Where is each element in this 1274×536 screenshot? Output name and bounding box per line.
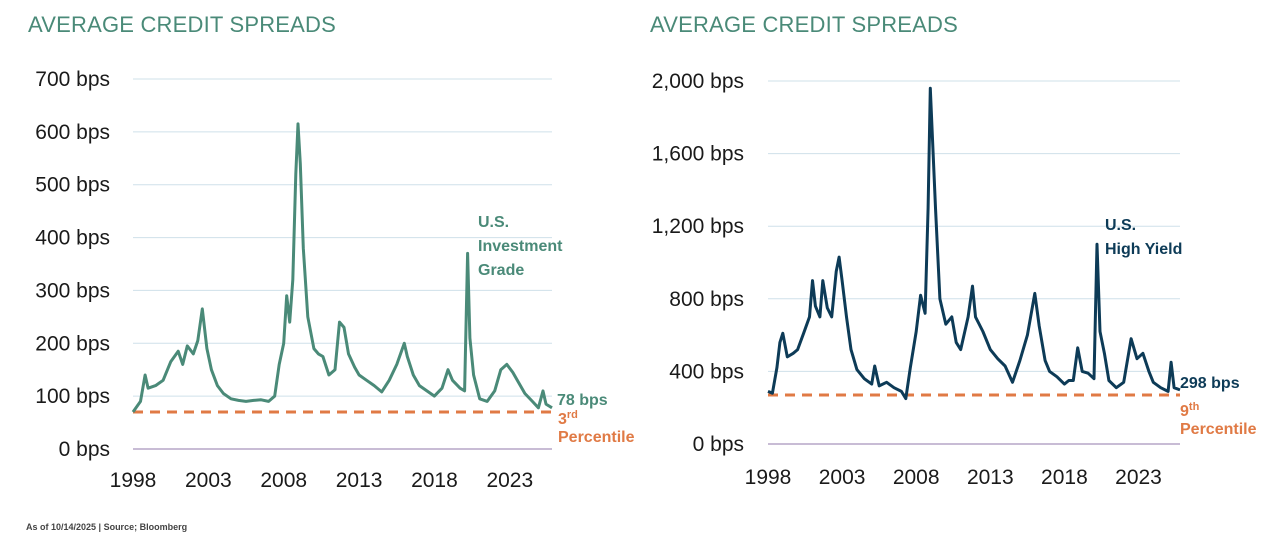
x-tick-label: 2023 — [486, 469, 533, 492]
investment-grade-chart: 0 bps 100 bps 200 bps 300 bps 400 bps 500 bps… — [35, 68, 635, 492]
series-label-line: U.S. — [478, 214, 509, 231]
series-label-line: Grade — [478, 262, 524, 279]
series-label: U.S. High Yield — [1105, 217, 1182, 258]
series-label-line: U.S. — [1105, 217, 1136, 234]
x-tick-label: 2018 — [411, 469, 458, 492]
y-tick-label: 100 bps — [35, 385, 110, 408]
y-tick-label: 1,200 bps — [652, 215, 744, 238]
x-tick-label: 2008 — [260, 469, 307, 492]
y-tick-label: 700 bps — [35, 68, 110, 91]
x-tick-label: 2003 — [819, 466, 866, 489]
y-tick-label: 300 bps — [35, 279, 110, 302]
x-tick-label: 2008 — [893, 466, 940, 489]
series-label-line: High Yield — [1105, 241, 1182, 258]
y-tick-label: 200 bps — [35, 332, 110, 355]
y-tick-label: 400 bps — [35, 227, 110, 250]
x-tick-label: 2023 — [1115, 466, 1162, 489]
chart-title: AVERAGE CREDIT SPREADS — [28, 12, 336, 37]
percentile-label: 9th Percentile — [1180, 401, 1257, 438]
footnote: As of 10/14/2025 | Source; Bloomberg — [26, 522, 188, 532]
y-tick-label: 0 bps — [59, 438, 110, 461]
percentile-number: 3 — [558, 411, 567, 428]
y-tick-label: 800 bps — [669, 288, 744, 311]
percentile-number: 9 — [1180, 403, 1189, 420]
percentile-label: 3rd Percentile — [558, 409, 635, 446]
y-tick-label: 500 bps — [35, 174, 110, 197]
chart-panel-high-yield: AVERAGE CREDIT SPREADS 0 bps 400 bps 800 b… — [640, 0, 1274, 510]
series-line — [131, 122, 553, 413]
x-tick-label: 1998 — [110, 469, 157, 492]
percentile-word: Percentile — [1180, 421, 1257, 438]
chart-panel-investment-grade: AVERAGE CREDIT SPREADS 0 bps 100 bps 200 b… — [0, 0, 640, 510]
y-tick-label: 1,600 bps — [652, 143, 744, 166]
y-tick-label: 2,000 bps — [652, 70, 744, 93]
chart-title: AVERAGE CREDIT SPREADS — [650, 12, 958, 37]
current-value-label: 78 bps — [557, 392, 608, 409]
y-tick-label: 600 bps — [35, 121, 110, 144]
series-line — [767, 86, 1181, 401]
series-label-line: Investment — [478, 238, 563, 255]
percentile-suffix: th — [1189, 401, 1200, 413]
current-value-label: 298 bps — [1180, 375, 1240, 392]
series-label: U.S. Investment Grade — [478, 214, 563, 279]
y-tick-label: 400 bps — [669, 360, 744, 383]
x-tick-label: 2003 — [185, 469, 232, 492]
percentile-suffix: rd — [567, 409, 578, 421]
x-tick-label: 2013 — [336, 469, 383, 492]
x-tick-label: 2013 — [967, 466, 1014, 489]
x-tick-label: 2018 — [1041, 466, 1088, 489]
percentile-word: Percentile — [558, 429, 635, 446]
high-yield-chart: 0 bps 400 bps 800 bps 1,200 bps 1,600 bps 2,0… — [652, 70, 1257, 489]
y-tick-label: 0 bps — [693, 433, 744, 456]
x-tick-label: 1998 — [745, 466, 792, 489]
